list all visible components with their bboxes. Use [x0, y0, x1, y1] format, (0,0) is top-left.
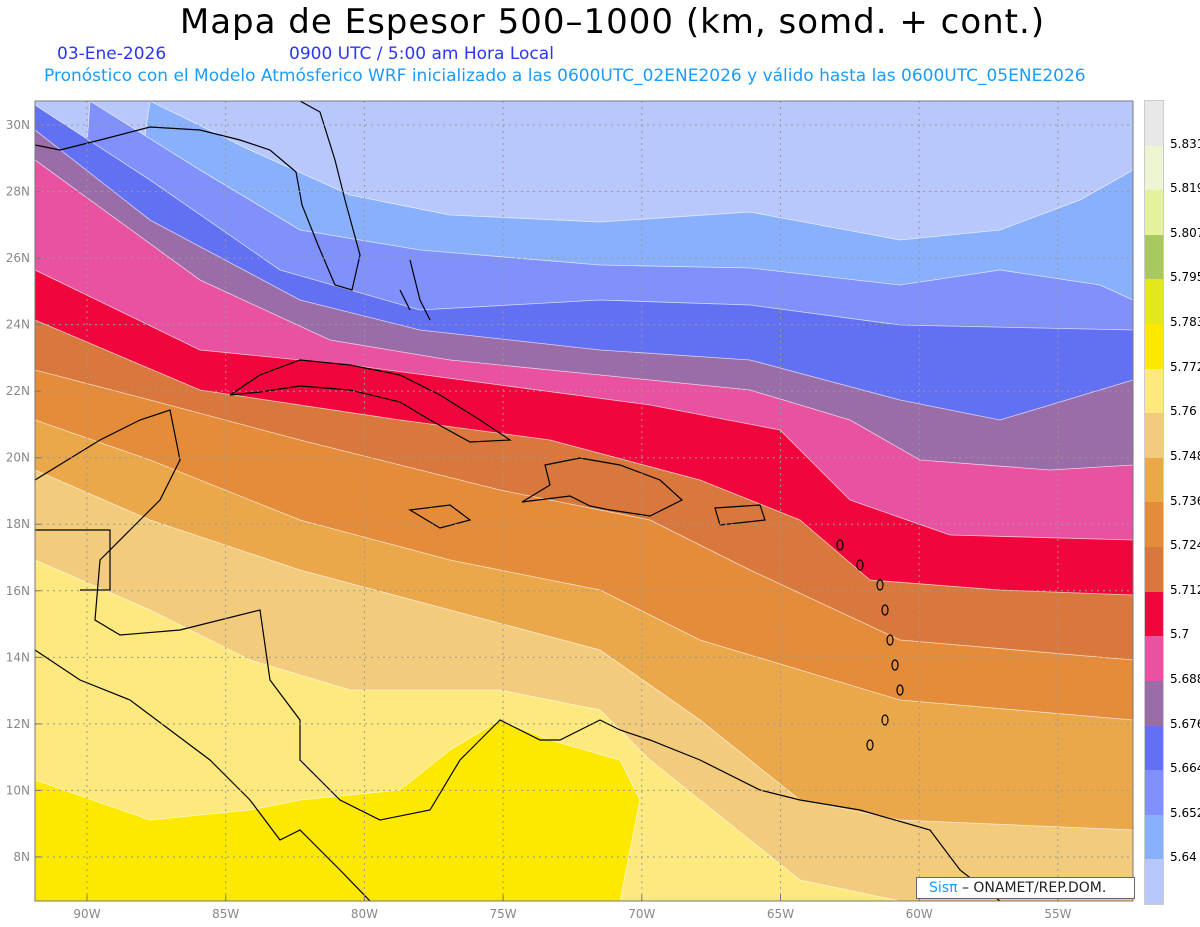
- colorbar-swatch: [1145, 324, 1163, 369]
- colorbar-label: 5.7: [1170, 627, 1190, 642]
- lat-tick-label: 22N: [6, 384, 30, 398]
- colorbar-label: 5.807: [1170, 225, 1200, 240]
- colorbar-swatch: [1145, 680, 1163, 726]
- lat-tick-label: 14N: [6, 650, 30, 664]
- island: [896, 684, 904, 696]
- map-frame: [34, 100, 1134, 902]
- forecast-time: 0900 UTC / 5:00 am Hora Local: [289, 44, 554, 64]
- lat-tick-label: 26N: [6, 251, 30, 265]
- coastline: [714, 504, 766, 526]
- colorbar: [1144, 100, 1164, 905]
- colorbar-label: 5.819: [1170, 181, 1200, 196]
- lon-tick-label: 85W: [212, 907, 239, 921]
- lat-tick-label: 24N: [6, 318, 30, 332]
- island: [886, 634, 894, 646]
- island: [856, 559, 864, 571]
- credit-box: Sisπ – ONAMET/REP.DOM.: [916, 877, 1135, 899]
- colorbar-label: 5.688: [1170, 671, 1200, 686]
- colorbar-swatch: [1145, 368, 1163, 414]
- colorbar-swatch: [1145, 636, 1163, 681]
- coastline: [35, 409, 1001, 901]
- colorbar-swatch: [1145, 457, 1163, 503]
- lat-tick-label: 20N: [6, 451, 30, 465]
- sispi-logo: Sisπ: [929, 880, 958, 896]
- lat-tick-label: 18N: [6, 517, 30, 531]
- gridlines: [35, 101, 1133, 901]
- lon-tick-label: 75W: [490, 907, 517, 921]
- island: [836, 539, 844, 551]
- lat-tick-label: 12N: [6, 717, 30, 731]
- colorbar-swatch: [1145, 234, 1163, 280]
- colorbar-swatch: [1145, 859, 1163, 904]
- axis-ticks: 30N 28N 26N 24N 22N 20N 18N 16N 14N 12N 10N 8N 90W 85…: [6, 118, 1072, 921]
- lon-tick-label: 90W: [73, 907, 100, 921]
- island: [876, 579, 884, 591]
- coastlines: [35, 101, 1001, 901]
- colorbar-swatch: [1145, 591, 1163, 637]
- thickness-band: [35, 719, 1133, 901]
- lat-tick-label: 16N: [6, 584, 30, 598]
- colorbar-swatch: [1145, 814, 1163, 860]
- colorbar-label: 5.772: [1170, 359, 1200, 374]
- forecast-date: 03-Ene-2026: [57, 44, 167, 64]
- thickness-shading: [35, 101, 1133, 901]
- lat-tick-label: 8N: [13, 850, 30, 864]
- coastline: [35, 649, 371, 901]
- colorbar-label: 5.736: [1170, 493, 1200, 508]
- coastline: [408, 504, 472, 529]
- colorbar-swatch: [1145, 190, 1163, 235]
- lon-tick-label: 80W: [351, 907, 378, 921]
- lat-tick-label: 10N: [6, 783, 30, 797]
- colorbar-swatch: [1145, 547, 1163, 592]
- island: [891, 659, 899, 671]
- colorbar-swatch: [1145, 770, 1163, 815]
- colorbar-swatch: [1145, 145, 1163, 191]
- lon-tick-label: 60W: [906, 907, 933, 921]
- model-info: Pronóstico con el Modelo Atmósferico WRF…: [44, 66, 1086, 86]
- colorbar-swatch: [1145, 413, 1163, 458]
- lat-tick-label: 30N: [6, 118, 30, 132]
- colorbar-label: 5.724: [1170, 538, 1200, 553]
- coastline: [35, 529, 111, 591]
- coastline: [399, 259, 431, 321]
- lat-tick-label: 28N: [6, 185, 30, 199]
- colorbar-swatch: [1145, 101, 1163, 146]
- island: [866, 739, 874, 751]
- colorbar-label: 5.795: [1170, 270, 1200, 285]
- island: [881, 714, 889, 726]
- colorbar-label: 5.76: [1170, 404, 1197, 419]
- colorbar-swatch: [1145, 502, 1163, 548]
- lon-tick-label: 65W: [767, 907, 794, 921]
- colorbar-swatch: [1145, 725, 1163, 771]
- colorbar-label: 5.676: [1170, 716, 1200, 731]
- colorbar-label: 5.748: [1170, 448, 1200, 463]
- colorbar-label: 5.831: [1170, 136, 1200, 151]
- coastline: [229, 359, 512, 443]
- credit-text: – ONAMET/REP.DOM.: [957, 880, 1107, 896]
- colorbar-label: 5.712: [1170, 582, 1200, 597]
- colorbar-label: 5.664: [1170, 761, 1200, 776]
- colorbar-label: 5.64: [1170, 850, 1197, 865]
- lon-tick-label: 55W: [1044, 907, 1071, 921]
- map-title: Mapa de Espesor 500–1000 (km, somd. + co…: [179, 2, 1046, 42]
- island: [881, 604, 889, 616]
- coastline: [521, 457, 684, 517]
- colorbar-label: 5.783: [1170, 315, 1200, 330]
- colorbar-swatch: [1145, 279, 1163, 325]
- lon-tick-label: 70W: [628, 907, 655, 921]
- coastline: [35, 101, 361, 291]
- colorbar-label: 5.652: [1170, 805, 1200, 820]
